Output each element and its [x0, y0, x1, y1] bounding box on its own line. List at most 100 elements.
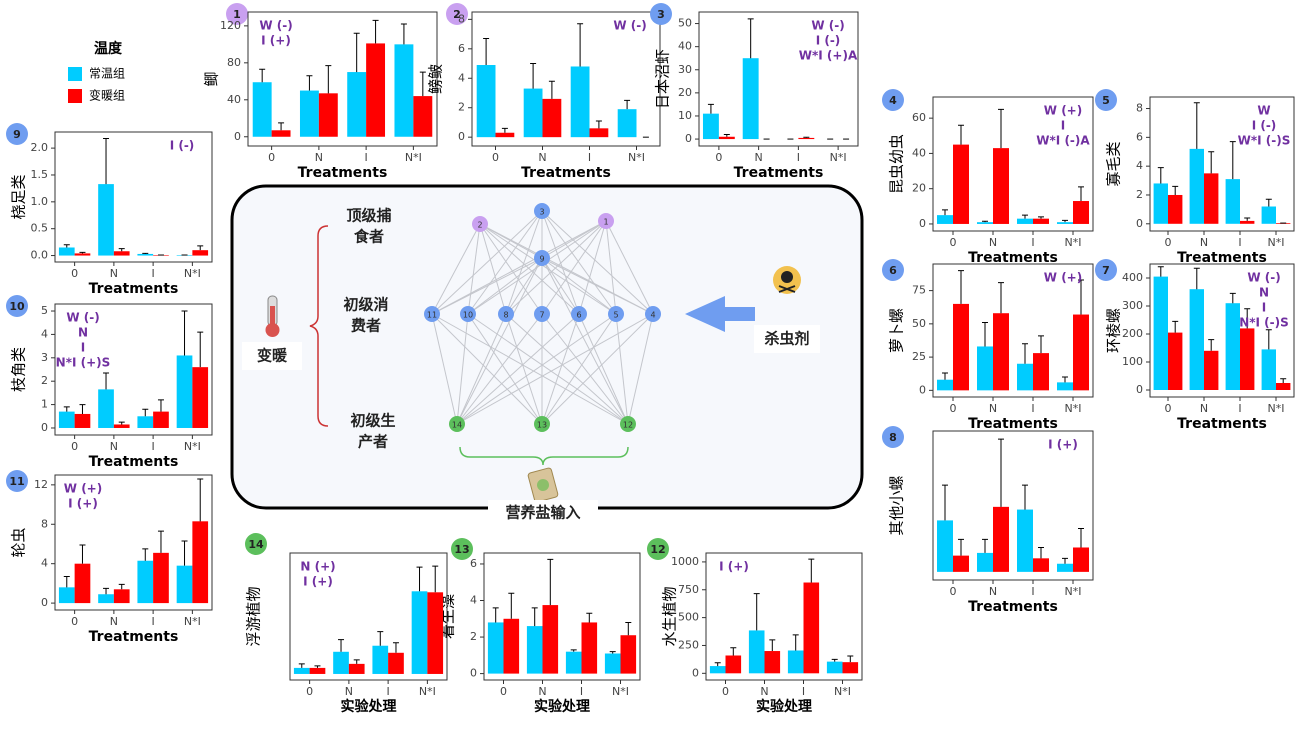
y-tick-label: 0.5: [31, 222, 49, 235]
nutrient-box: [488, 500, 598, 526]
node-label: 2: [477, 221, 482, 230]
x-tick-label: I: [580, 685, 583, 698]
y-axis-label: 鳑鲏: [427, 64, 445, 94]
legend-label: 变暖组: [89, 88, 125, 103]
bar: [1057, 382, 1073, 391]
food-web-edge: [605, 220, 617, 315]
food-web-edge: [467, 313, 629, 425]
annotation: W (-): [259, 19, 292, 33]
error-bar: [181, 310, 188, 356]
bar: [977, 222, 993, 224]
x-tick-label: 0: [71, 615, 78, 628]
food-web-edge: [431, 313, 629, 425]
y-axis-label: 水生植物: [661, 586, 679, 646]
bar: [153, 411, 169, 428]
x-tick-label: N*I: [1065, 236, 1082, 249]
bar: [495, 132, 515, 138]
food-web-edge: [541, 210, 617, 315]
food-web-edge: [456, 313, 543, 425]
food-web-edge: [456, 313, 469, 425]
bar: [503, 618, 520, 674]
panel-badge: [226, 3, 248, 25]
y-tick-label: 250: [678, 638, 699, 651]
x-tick-label: N: [760, 685, 768, 698]
x-tick-label: N: [110, 440, 118, 453]
error-bar: [958, 270, 964, 304]
x-tick-label: 0: [71, 440, 78, 453]
error-bar: [1022, 484, 1028, 510]
x-axis-label: 实验处理: [534, 698, 590, 715]
y-tick-label: 1000: [671, 555, 699, 568]
bar: [1153, 276, 1168, 390]
annotation: I (+): [1048, 438, 1078, 452]
annotation: N: [78, 326, 88, 340]
annotation: W (-): [811, 19, 844, 33]
bar: [153, 552, 169, 604]
level-label: 初级生: [350, 412, 395, 430]
panel-badge: [6, 470, 28, 492]
food-web-node: [620, 416, 636, 432]
panel-number: 13: [454, 543, 469, 556]
food-web-edge: [541, 210, 654, 315]
y-tick-label: 0: [919, 383, 926, 396]
panel-number: 2: [453, 8, 461, 21]
bar: [137, 560, 154, 604]
x-tick-label: I: [802, 685, 805, 698]
y-tick-label: 300: [1122, 299, 1143, 312]
x-tick-label: I: [1031, 402, 1034, 415]
bar: [192, 367, 209, 428]
food-web-edge: [456, 313, 654, 425]
x-tick-label: 0: [950, 585, 957, 598]
annotation: W (-): [66, 311, 99, 325]
food-web-node: [498, 306, 514, 322]
fertilizer-label: [537, 479, 549, 491]
bar: [787, 650, 804, 674]
error-bar: [197, 478, 204, 522]
panel-number: 6: [889, 264, 897, 277]
x-tick-label: I: [797, 151, 800, 164]
bar: [348, 663, 365, 674]
bar: [977, 346, 993, 391]
y-tick-label: 8: [41, 517, 48, 530]
annotation: I (-): [170, 139, 195, 153]
y-axis-label: 环棱螺: [1105, 308, 1123, 353]
y-tick-label: 4: [41, 327, 48, 340]
bar: [476, 65, 496, 138]
y-tick-label: 0: [470, 667, 477, 680]
error-bar: [508, 592, 515, 619]
y-tick-label: 4: [1136, 159, 1143, 172]
y-tick-label: 2.0: [31, 141, 49, 154]
plot-frame: [705, 552, 863, 681]
food-web-edge: [505, 313, 629, 425]
error-bar: [625, 621, 632, 636]
error-bar: [831, 658, 838, 662]
y-tick-label: 75: [912, 284, 926, 297]
y-tick-label: 40: [227, 93, 241, 106]
bar: [1033, 218, 1049, 224]
y-tick-label: 8: [458, 12, 465, 25]
error-bar: [982, 322, 988, 347]
bar: [98, 184, 114, 256]
node-label: 3: [539, 208, 544, 217]
y-axis-label: 浮游植物: [245, 586, 263, 646]
bar: [953, 555, 969, 572]
bar: [993, 506, 1009, 572]
error-bar: [1022, 343, 1028, 364]
bar: [742, 58, 759, 140]
bar: [1261, 349, 1276, 390]
node-label: 11: [427, 311, 437, 320]
error-bar: [118, 583, 125, 590]
panel-badge: [6, 123, 28, 145]
food-web-edge: [541, 220, 607, 315]
bar: [993, 148, 1009, 224]
bar: [1017, 509, 1033, 572]
y-tick-label: 0: [919, 217, 926, 230]
food-web-node: [598, 213, 614, 229]
annotation: W*I (-)A: [1036, 134, 1090, 148]
x-tick-label: N: [538, 151, 546, 164]
annotation: I (+): [719, 560, 749, 574]
plot-frame: [54, 131, 213, 263]
bar: [394, 44, 414, 137]
bar: [98, 594, 114, 604]
food-web-node: [534, 416, 550, 432]
